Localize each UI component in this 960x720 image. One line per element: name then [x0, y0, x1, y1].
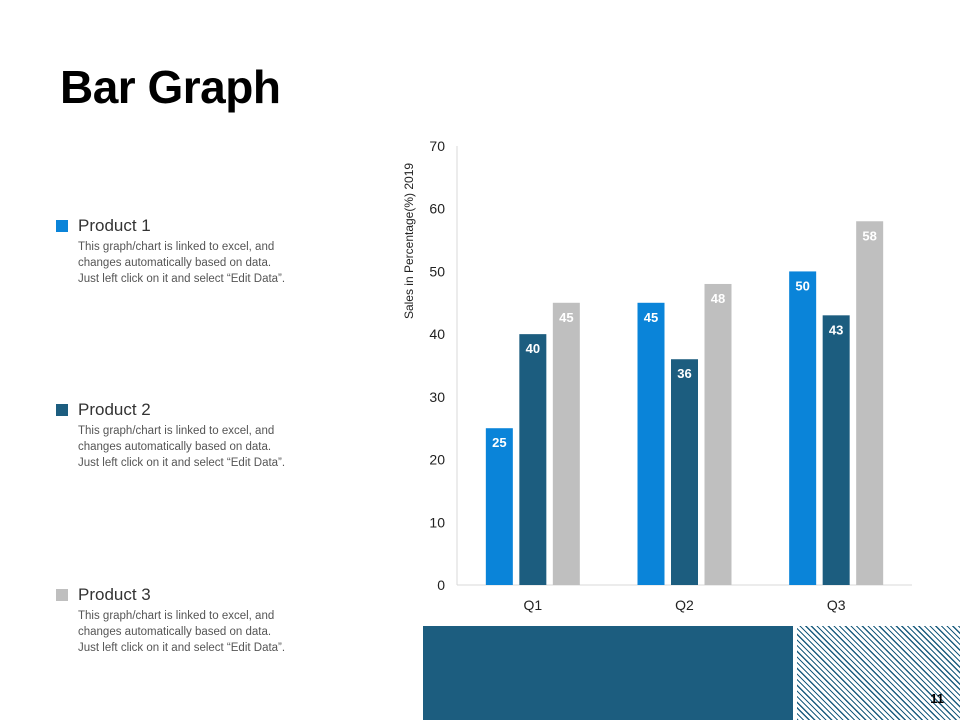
legend-description: This graph/chart is linked to excel, and…	[78, 241, 286, 285]
x-tick-label: Q3	[827, 597, 846, 613]
data-label: 40	[526, 341, 540, 356]
page-number: 11	[930, 691, 944, 706]
y-axis-label: Sales in Percentage(%) 2019	[402, 163, 416, 319]
legend-label: Product 2	[78, 400, 151, 419]
legend-item-product-2: Product 2 This graph/chart is linked to …	[56, 400, 346, 471]
page-title: Bar Graph	[60, 61, 281, 113]
y-tick-label: 10	[429, 514, 445, 530]
bar	[856, 221, 884, 585]
footer-bar	[423, 626, 793, 720]
bar-chart: 0 10 20 30 40 50 60 70 Sales in Percentage(%) 20…	[402, 138, 912, 613]
legend-item-product-3: Product 3 This graph/chart is linked to …	[56, 585, 346, 656]
y-tick-label: 60	[429, 201, 445, 217]
data-label: 43	[829, 322, 843, 337]
y-tick-label: 30	[429, 389, 445, 405]
y-tick-label: 0	[437, 577, 445, 593]
x-tick-label: Q2	[675, 597, 694, 613]
data-label: 48	[711, 291, 725, 306]
data-label: 25	[492, 435, 506, 450]
data-label: 45	[644, 310, 658, 325]
x-tick-label: Q1	[523, 597, 542, 613]
legend-swatch	[56, 589, 68, 601]
bar	[637, 302, 665, 585]
bar	[822, 315, 850, 585]
data-label: 36	[677, 366, 691, 381]
data-label: 58	[862, 228, 876, 243]
footer-hatch-pattern: 11	[797, 626, 960, 720]
legend-label: Product 1	[78, 216, 151, 235]
legend-description: This graph/chart is linked to excel, and…	[78, 610, 286, 654]
bar	[671, 359, 698, 585]
legend-label: Product 3	[78, 585, 151, 604]
legend-item-product-1: Product 1 This graph/chart is linked to …	[56, 216, 346, 287]
y-tick-label: 20	[429, 452, 445, 468]
legend-swatch	[56, 220, 68, 232]
y-tick-label: 50	[429, 263, 445, 279]
legend-swatch	[56, 404, 68, 416]
data-label: 45	[559, 310, 573, 325]
bar	[704, 283, 732, 585]
data-label: 50	[795, 278, 809, 293]
bar	[789, 271, 817, 585]
bar	[485, 428, 513, 585]
bar	[552, 302, 580, 585]
y-tick-label: 40	[429, 326, 445, 342]
legend-description: This graph/chart is linked to excel, and…	[78, 425, 286, 469]
bar	[519, 334, 547, 585]
y-tick-label: 70	[429, 138, 445, 154]
